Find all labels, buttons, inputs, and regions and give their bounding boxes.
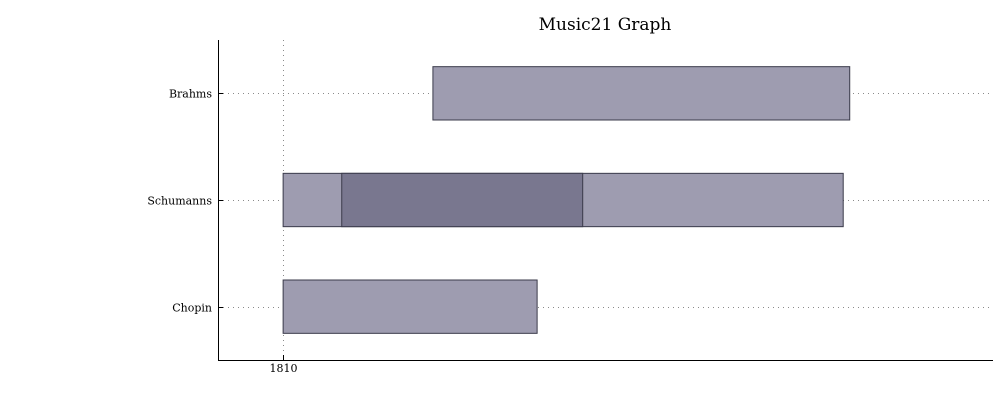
span-bar-chopin-light	[282, 279, 538, 334]
bar-layer	[282, 66, 851, 334]
x-tick-label: 1810	[270, 362, 298, 375]
y-tick-label: Chopin	[172, 302, 212, 315]
span-bar-schumanns-dark	[341, 172, 584, 228]
tick-layer: Brahms Schumanns Chopin 1810	[147, 88, 297, 376]
y-tick-label: Schumanns	[147, 195, 212, 208]
span-bar-brahms-light	[432, 66, 851, 121]
y-tick-label: Brahms	[169, 88, 212, 101]
chart-title: Music21 Graph	[539, 15, 672, 35]
